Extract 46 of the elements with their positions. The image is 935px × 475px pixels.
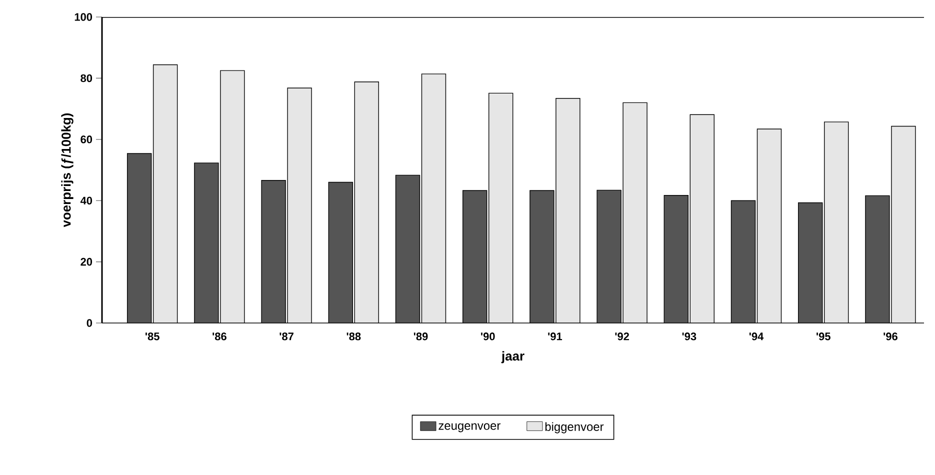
x-tick-label: '86 [212,332,226,340]
bar [194,162,218,323]
bar [556,98,580,323]
bar [824,122,848,323]
bar [757,128,782,323]
bar [488,93,513,323]
x-tick-label: '94 [749,332,764,340]
bar [664,195,688,323]
bar [354,82,379,323]
x-axis-title: jaar [501,351,524,364]
bar [798,202,822,323]
bar [623,102,648,323]
x-tick-label: '91 [548,332,562,340]
y-tick-label: 40 [80,196,92,204]
bar [288,88,312,323]
legend-label: zeugenvoer [438,423,500,432]
y-axis-title: voerprijs (ƒ/100kg) [61,113,74,228]
x-tick-label: '85 [146,332,160,340]
x-tick-label: '90 [481,332,495,340]
x-tick-label: '89 [414,332,428,340]
bar [127,153,152,323]
legend-label: biggenvoer [545,422,604,434]
y-tick-label: 100 [74,13,92,21]
x-tick-label: '87 [280,332,294,340]
x-tick-label: '96 [884,332,898,340]
bar [597,190,622,323]
bar [462,190,487,323]
bar [690,114,714,323]
x-tick-label: '88 [346,332,361,340]
bar [328,182,353,323]
y-tick-label: 20 [80,258,92,266]
bar [891,126,916,323]
bar [153,64,178,323]
bar [396,175,420,323]
y-tick-label: 60 [80,136,92,144]
bar [422,74,446,323]
x-tick-label: '93 [682,332,696,340]
bar [220,70,244,323]
bar [530,190,554,323]
bar [865,195,890,323]
y-tick-label: 0 [86,319,92,327]
bar [731,200,756,323]
x-tick-label: '95 [816,332,830,340]
bar [262,180,286,323]
y-tick-label: 80 [80,74,92,82]
x-tick-label: '92 [615,332,630,340]
